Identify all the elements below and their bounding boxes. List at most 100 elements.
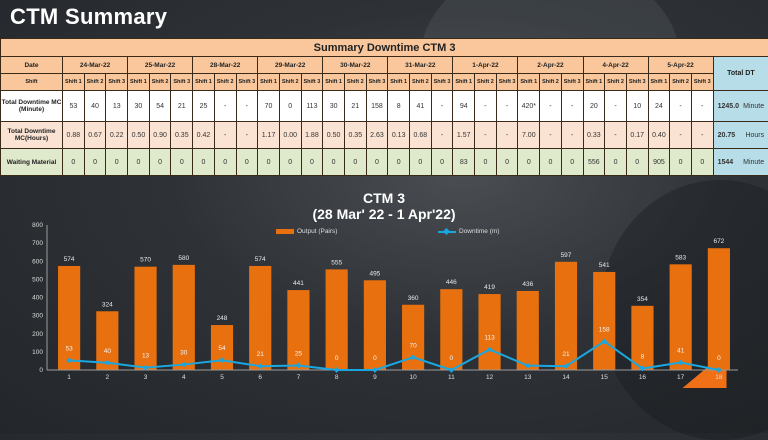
table-cell: 0 (214, 149, 236, 176)
shift-header: Shift 3 (366, 74, 388, 91)
table-cell: 0.67 (84, 122, 106, 149)
shift-header: Shift 3 (431, 74, 453, 91)
table-cell: 0.00 (279, 122, 301, 149)
shift-header: Shift 2 (540, 74, 562, 91)
shift-header: Shift 1 (388, 74, 410, 91)
downtime-value-label: 30 (180, 350, 188, 357)
shift-header: Shift 3 (561, 74, 583, 91)
table-cell: 0 (63, 149, 85, 176)
table-cell: 0 (236, 149, 258, 176)
table-cell: - (561, 91, 583, 122)
y-tick-label: 500 (32, 276, 43, 283)
table-cell: 0 (366, 149, 388, 176)
table-cell: 83 (453, 149, 475, 176)
x-tick-label: 18 (715, 374, 723, 381)
date-header: 25-Mar-22 (128, 57, 193, 74)
table-cell: 113 (301, 91, 323, 122)
x-tick-label: 17 (677, 374, 685, 381)
x-tick-label: 5 (220, 374, 224, 381)
table-cell: - (691, 91, 713, 122)
shift-header: Shift 1 (128, 74, 150, 91)
y-tick-label: 100 (32, 349, 43, 356)
date-header: 24-Mar-22 (63, 57, 128, 74)
table-cell: 0.35 (344, 122, 366, 149)
downtime-value-label: 0 (373, 355, 377, 362)
table-cell: 25 (193, 91, 215, 122)
table-cell: - (561, 122, 583, 149)
table-cell: 8 (388, 91, 410, 122)
table-cell: 0 (171, 149, 193, 176)
table-cell: - (605, 122, 627, 149)
page-title: CTM Summary (10, 4, 167, 30)
bar-value-label: 446 (446, 279, 457, 286)
shift-header: Shift 2 (670, 74, 692, 91)
downtime-line (69, 341, 719, 370)
downtime-value-label: 0 (450, 355, 454, 362)
table-cell: 420* (518, 91, 540, 122)
downtime-value-label: 41 (677, 348, 685, 355)
output-bar (58, 266, 80, 370)
row-total: 20.75 Hours (713, 122, 768, 149)
table-cell: 7.00 (518, 122, 540, 149)
table-cell: 0.42 (193, 122, 215, 149)
shift-header: Shift 3 (236, 74, 258, 91)
total-value: 20.75 (718, 132, 736, 139)
table-cell: - (540, 122, 562, 149)
shift-header: Shift 1 (453, 74, 475, 91)
table-cell: 0.68 (410, 122, 432, 149)
bar-value-label: 555 (331, 259, 342, 266)
table-cell: - (214, 122, 236, 149)
table-cell: - (236, 91, 258, 122)
table-cell: 0 (149, 149, 171, 176)
bar-value-label: 583 (675, 254, 686, 261)
shift-header: Shift 1 (193, 74, 215, 91)
table-cell: - (670, 91, 692, 122)
table-cell: 0 (518, 149, 540, 176)
table-cell: 53 (63, 91, 85, 122)
shift-header: Shift 3 (106, 74, 128, 91)
table-cell: 0 (388, 149, 410, 176)
table-cell: 21 (344, 91, 366, 122)
downtime-value-label: 8 (641, 354, 645, 361)
bar-value-label: 360 (408, 295, 419, 302)
table-cell: 0 (496, 149, 518, 176)
downtime-value-label: 0 (335, 355, 339, 362)
bar-value-label: 541 (599, 262, 610, 269)
table-cell: 0.33 (583, 122, 605, 149)
date-header: 2-Apr-22 (518, 57, 583, 74)
total-unit: Hours (745, 132, 764, 139)
x-tick-label: 13 (524, 374, 532, 381)
table-cell: 0.50 (323, 122, 345, 149)
table-cell: 0.13 (388, 122, 410, 149)
table-cell: 1.17 (258, 122, 280, 149)
table-cell: 0 (301, 149, 323, 176)
bar-value-label: 441 (293, 280, 304, 287)
downtime-value-label: 113 (484, 335, 495, 342)
downtime-value-label: 13 (142, 353, 150, 360)
table-cell: - (540, 91, 562, 122)
output-bar (478, 294, 500, 370)
x-tick-label: 8 (335, 374, 339, 381)
shift-header: Shift 1 (63, 74, 85, 91)
table-cell: 0 (84, 149, 106, 176)
table-cell: - (691, 122, 713, 149)
table-cell: 30 (128, 91, 150, 122)
table-cell: 0 (258, 149, 280, 176)
row-label: Total Downtime MC(Hours) (1, 122, 63, 149)
downtime-value-label: 53 (65, 345, 73, 352)
bar-value-label: 570 (140, 257, 151, 264)
y-tick-label: 200 (32, 331, 43, 338)
table-cell: 0 (561, 149, 583, 176)
table-cell: 94 (453, 91, 475, 122)
table-cell: - (605, 91, 627, 122)
x-tick-label: 9 (373, 374, 377, 381)
shift-header: Shift 2 (410, 74, 432, 91)
table-cell: 0 (344, 149, 366, 176)
table-cell: 0 (323, 149, 345, 176)
output-bar (708, 248, 730, 370)
